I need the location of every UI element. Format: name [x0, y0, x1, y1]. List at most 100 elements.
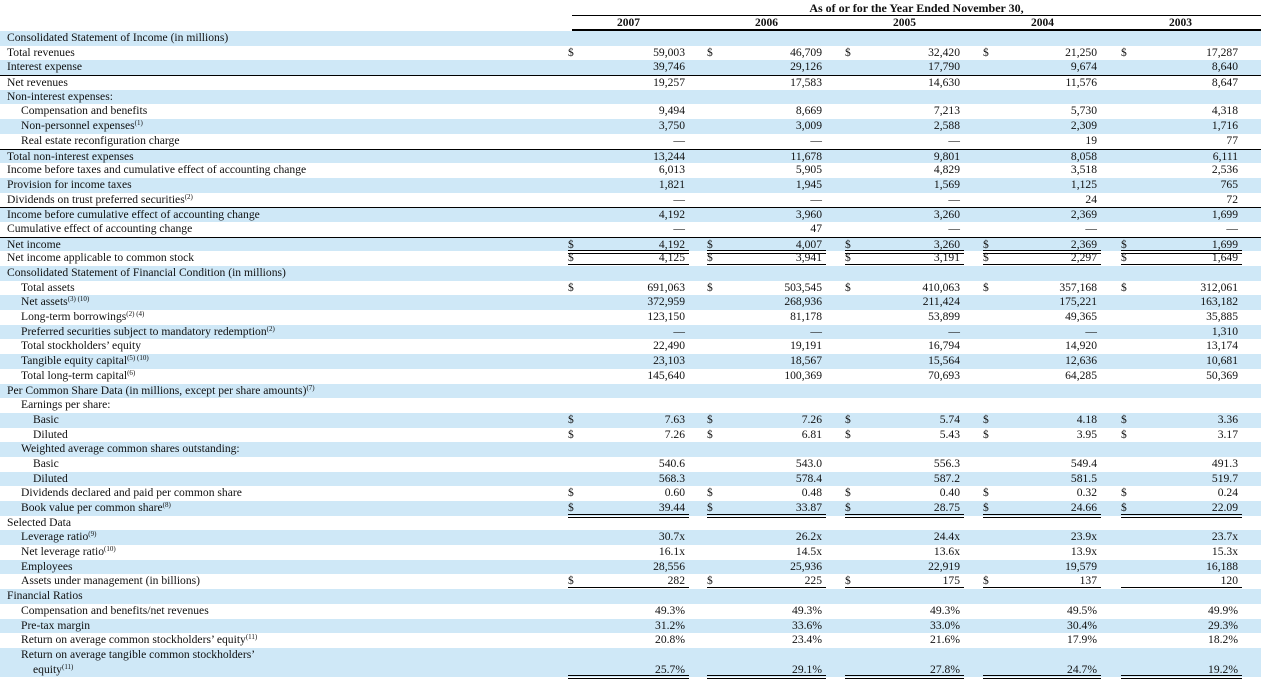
row-label-text: Cumulative effect of accounting change [7, 221, 193, 235]
table-row: Total assets $691,063 $503,545 $410,063 $357… [0, 281, 1261, 296]
cell-value: — [673, 133, 685, 147]
cell-value: 211,424 [922, 295, 960, 309]
row-label-text: Non-interest expenses: [7, 89, 113, 103]
dollar-sign: $ [983, 251, 989, 265]
double-underline [845, 250, 964, 255]
cell-value: 587.2 [933, 471, 960, 485]
cell-value: 4,007 [795, 237, 822, 251]
cell-value: 16.1x [658, 545, 685, 559]
row-label-text: Compensation and benefits [21, 104, 148, 118]
cell-value: 19,579 [1065, 559, 1097, 573]
cell-value: 7.26 [664, 427, 685, 441]
cell-value: — [673, 192, 685, 206]
row-label-text: Weighted average common shares outstandi… [21, 442, 240, 456]
cell-value: 77 [1226, 133, 1238, 147]
row-label-text: Real estate reconfiguration charge [21, 133, 180, 147]
dollar-sign: $ [707, 574, 713, 588]
footnote-marker: (11) [245, 633, 258, 642]
year-header-5: 2003 [1169, 17, 1192, 29]
cell-value: 282 [667, 574, 685, 588]
cell-value: 49.3% [930, 603, 960, 617]
row-label: Total revenues [7, 46, 75, 61]
cell-value: 24.7% [1067, 662, 1097, 676]
row-label: Pre-tax margin [21, 619, 90, 634]
cell-value: 7.26 [801, 412, 822, 426]
cell-value: 8,669 [795, 104, 822, 118]
cell-value: 22,490 [653, 339, 685, 353]
cell-value: 50,369 [1206, 368, 1238, 382]
row-label: Total assets [21, 281, 75, 296]
table-row: Net income applicable to common stock $4,… [0, 251, 1261, 269]
cell-value: 11,576 [1065, 76, 1097, 90]
cell-value: 23.9x [1070, 530, 1097, 544]
row-label-text: Tangible equity capital [21, 354, 128, 368]
row-label-continued: equity(11) [33, 663, 73, 678]
table-row: Long-term borrowings(2) (4) 123,150 81,178… [0, 310, 1261, 325]
row-label-text: Net assets [21, 295, 68, 309]
row-label-text: Basic [33, 412, 59, 426]
row-label-text: Consolidated Statement of Income (in mil… [7, 31, 229, 44]
cell-value: 5.43 [939, 427, 960, 441]
cell-value: 9,801 [933, 149, 960, 163]
dollar-sign: $ [845, 574, 851, 588]
row-label-text: Interest expense [7, 60, 83, 74]
cell-value: 12,636 [1065, 354, 1097, 368]
cell-value: 549.4 [1070, 456, 1097, 470]
cell-value: 3,260 [933, 237, 960, 251]
cell-value: 4,318 [1211, 104, 1238, 118]
row-label: Tangible equity capital(5) (10) [21, 354, 149, 369]
footnote-marker: (2) [266, 324, 275, 333]
cell-value: 21.6% [930, 633, 960, 647]
table-row: Basic 540.6 543.0 556.3 549.4 491.3 [0, 457, 1261, 472]
table-row: Non-interest expenses: [0, 89, 1261, 105]
row-label-text: Consolidated Statement of Financial Cond… [7, 266, 286, 279]
cell-value: 3,750 [658, 119, 685, 133]
cell-value: 49.3% [792, 603, 822, 617]
cell-value: 28.75 [933, 501, 960, 514]
dollar-sign: $ [1121, 486, 1127, 500]
row-label-text: Return on average common stockholders’ e… [21, 633, 246, 647]
double-underline [568, 513, 689, 518]
cell-value: 15,564 [928, 354, 960, 368]
table-row: Net assets(3) (10) 372,959 268,936 211,424 1… [0, 295, 1261, 311]
cell-value: 11,678 [790, 149, 822, 163]
cell-value: 24 [1085, 192, 1097, 206]
cell-value: 59,003 [653, 45, 685, 59]
dollar-sign: $ [845, 427, 851, 441]
cell-value: 225 [804, 574, 822, 588]
row-label-text: Net revenues [7, 76, 68, 90]
row-label-text: Non-personnel expenses [21, 119, 135, 133]
cell-value: 1,699 [1211, 208, 1238, 222]
double-underline [983, 675, 1101, 680]
dollar-sign: $ [1121, 427, 1127, 441]
double-underline [1121, 675, 1242, 680]
dollar-sign: $ [707, 501, 713, 514]
table-row: Non-personnel expenses(1) 3,750 3,009 2,588… [0, 119, 1261, 134]
row-label-text: Net income [7, 237, 61, 251]
cell-value: — [1226, 221, 1238, 235]
dollar-sign: $ [845, 501, 851, 514]
cell-value: 0.24 [1217, 486, 1238, 500]
cell-value: 3.95 [1076, 427, 1097, 441]
row-label-text: Diluted [33, 471, 68, 485]
cell-value: 4,192 [658, 237, 685, 251]
year-header-3: 2005 [893, 17, 916, 29]
cell-value: 4,192 [658, 208, 685, 222]
table-row: Per Common Share Data (in millions, exce… [0, 383, 1261, 399]
cell-value: 9,674 [1070, 60, 1097, 74]
row-label: Provision for income taxes [7, 178, 132, 193]
dollar-sign: $ [568, 251, 574, 265]
table-row: Earnings per share: [0, 398, 1261, 413]
row-label-text: Employees [21, 559, 73, 573]
row-label: Net assets(3) (10) [21, 295, 89, 310]
row-label: Preferred securities subject to mandator… [21, 325, 275, 340]
table-body: Consolidated Statement of Income (in mil… [0, 31, 1261, 680]
cell-value: 100,369 [784, 368, 822, 382]
cell-value: 13.6x [933, 545, 960, 559]
row-label: Leverage ratio(9) [21, 530, 96, 545]
footnote-marker: (5) (10) [127, 354, 149, 363]
dollar-sign: $ [845, 412, 851, 426]
cell-value: 163,182 [1200, 295, 1238, 309]
dollar-sign: $ [1121, 45, 1127, 59]
